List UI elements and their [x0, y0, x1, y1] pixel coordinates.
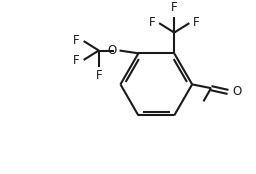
Text: F: F — [149, 16, 155, 29]
Text: F: F — [95, 69, 102, 82]
Text: O: O — [233, 85, 242, 98]
Text: O: O — [108, 44, 117, 57]
Text: F: F — [73, 34, 80, 47]
Text: F: F — [171, 1, 178, 14]
Text: F: F — [73, 54, 80, 67]
Text: F: F — [193, 16, 200, 29]
